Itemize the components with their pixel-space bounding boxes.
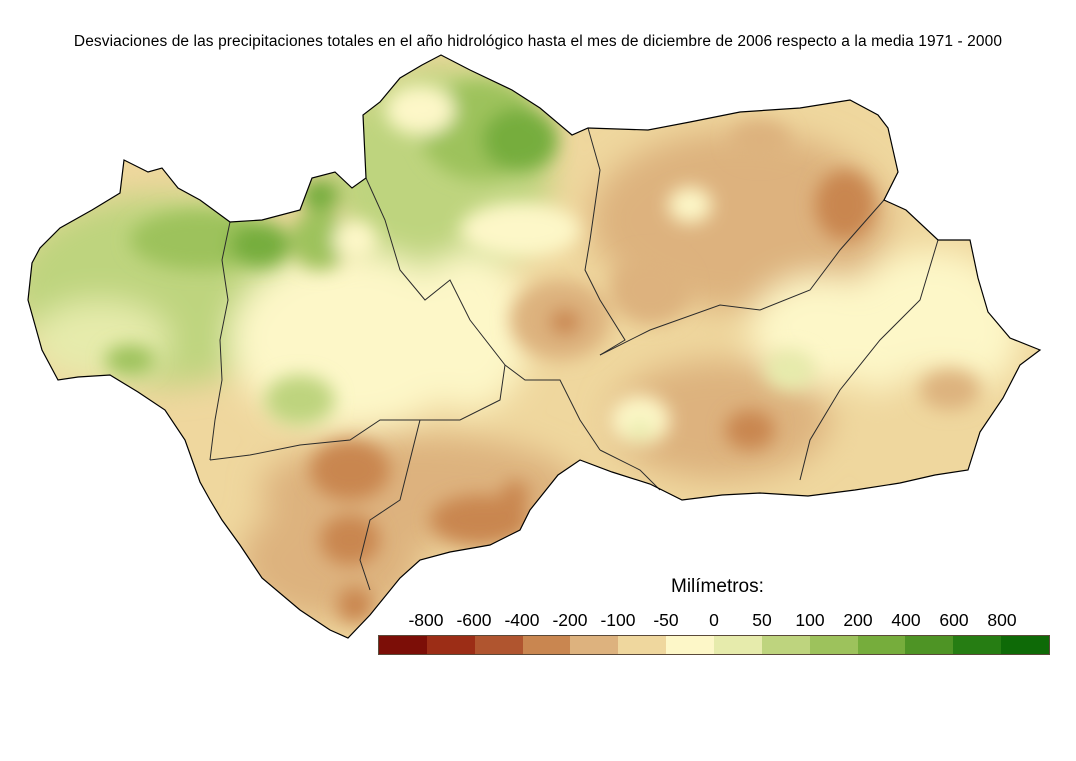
- legend-tick-label: -50: [653, 610, 679, 630]
- boundary-cadiz-sevilla: [209, 419, 420, 461]
- legend-tick-label: 800: [987, 610, 1017, 630]
- boundary-cordoba-malaga: [504, 364, 601, 451]
- boundary-huelva-sevilla: [209, 221, 231, 461]
- legend-swatch: [714, 636, 762, 654]
- legend-tick-label: 400: [891, 610, 921, 630]
- legend-tick-label: 200: [843, 610, 873, 630]
- province-boundaries: [209, 127, 939, 591]
- legend-tick-label: -400: [504, 610, 540, 630]
- boundary-cadiz-malaga: [359, 419, 421, 591]
- legend-tick-label: -600: [456, 610, 492, 630]
- map-title: Desviaciones de las precipitaciones tota…: [73, 33, 1003, 50]
- legend-tick-label: 0: [709, 610, 719, 630]
- legend-tick-label: 50: [752, 610, 772, 630]
- legend-swatch: [379, 636, 427, 654]
- legend-swatch: [1001, 636, 1050, 654]
- legend-swatch: [426, 636, 475, 654]
- legend-tick-label: -800: [408, 610, 444, 630]
- zone-cordoba-pale: [410, 250, 530, 410]
- boundary-granada-almeria: [799, 239, 939, 481]
- legend-swatch: [761, 636, 810, 654]
- zone-almeria-pale: [840, 250, 1020, 410]
- legend-swatch: [618, 636, 667, 654]
- boundary-cordoba-jaen: [584, 127, 626, 356]
- legend-swatch: [666, 636, 715, 654]
- legend-tick-label: 100: [795, 610, 825, 630]
- legend-color-bar: [378, 635, 1050, 655]
- zone-granada-south: [610, 360, 830, 480]
- boundary-jaen-granada: [599, 199, 885, 356]
- legend-swatch: [905, 636, 954, 654]
- boundary-sevilla-cordoba: [365, 177, 506, 421]
- legend-swatch: [522, 636, 571, 654]
- legend-tick-label: 600: [939, 610, 969, 630]
- legend-tick-label: -100: [600, 610, 636, 630]
- boundary-malaga-granada: [599, 449, 661, 491]
- legend-swatch: [953, 636, 1002, 654]
- legend-swatch: [809, 636, 858, 654]
- zone-cadiz-brown: [240, 500, 420, 620]
- legend-title: Milímetros:: [671, 576, 764, 597]
- legend-swatch: [474, 636, 523, 654]
- legend-swatch: [570, 636, 619, 654]
- legend-tick-label: -200: [552, 610, 588, 630]
- legend-swatch: [857, 636, 906, 654]
